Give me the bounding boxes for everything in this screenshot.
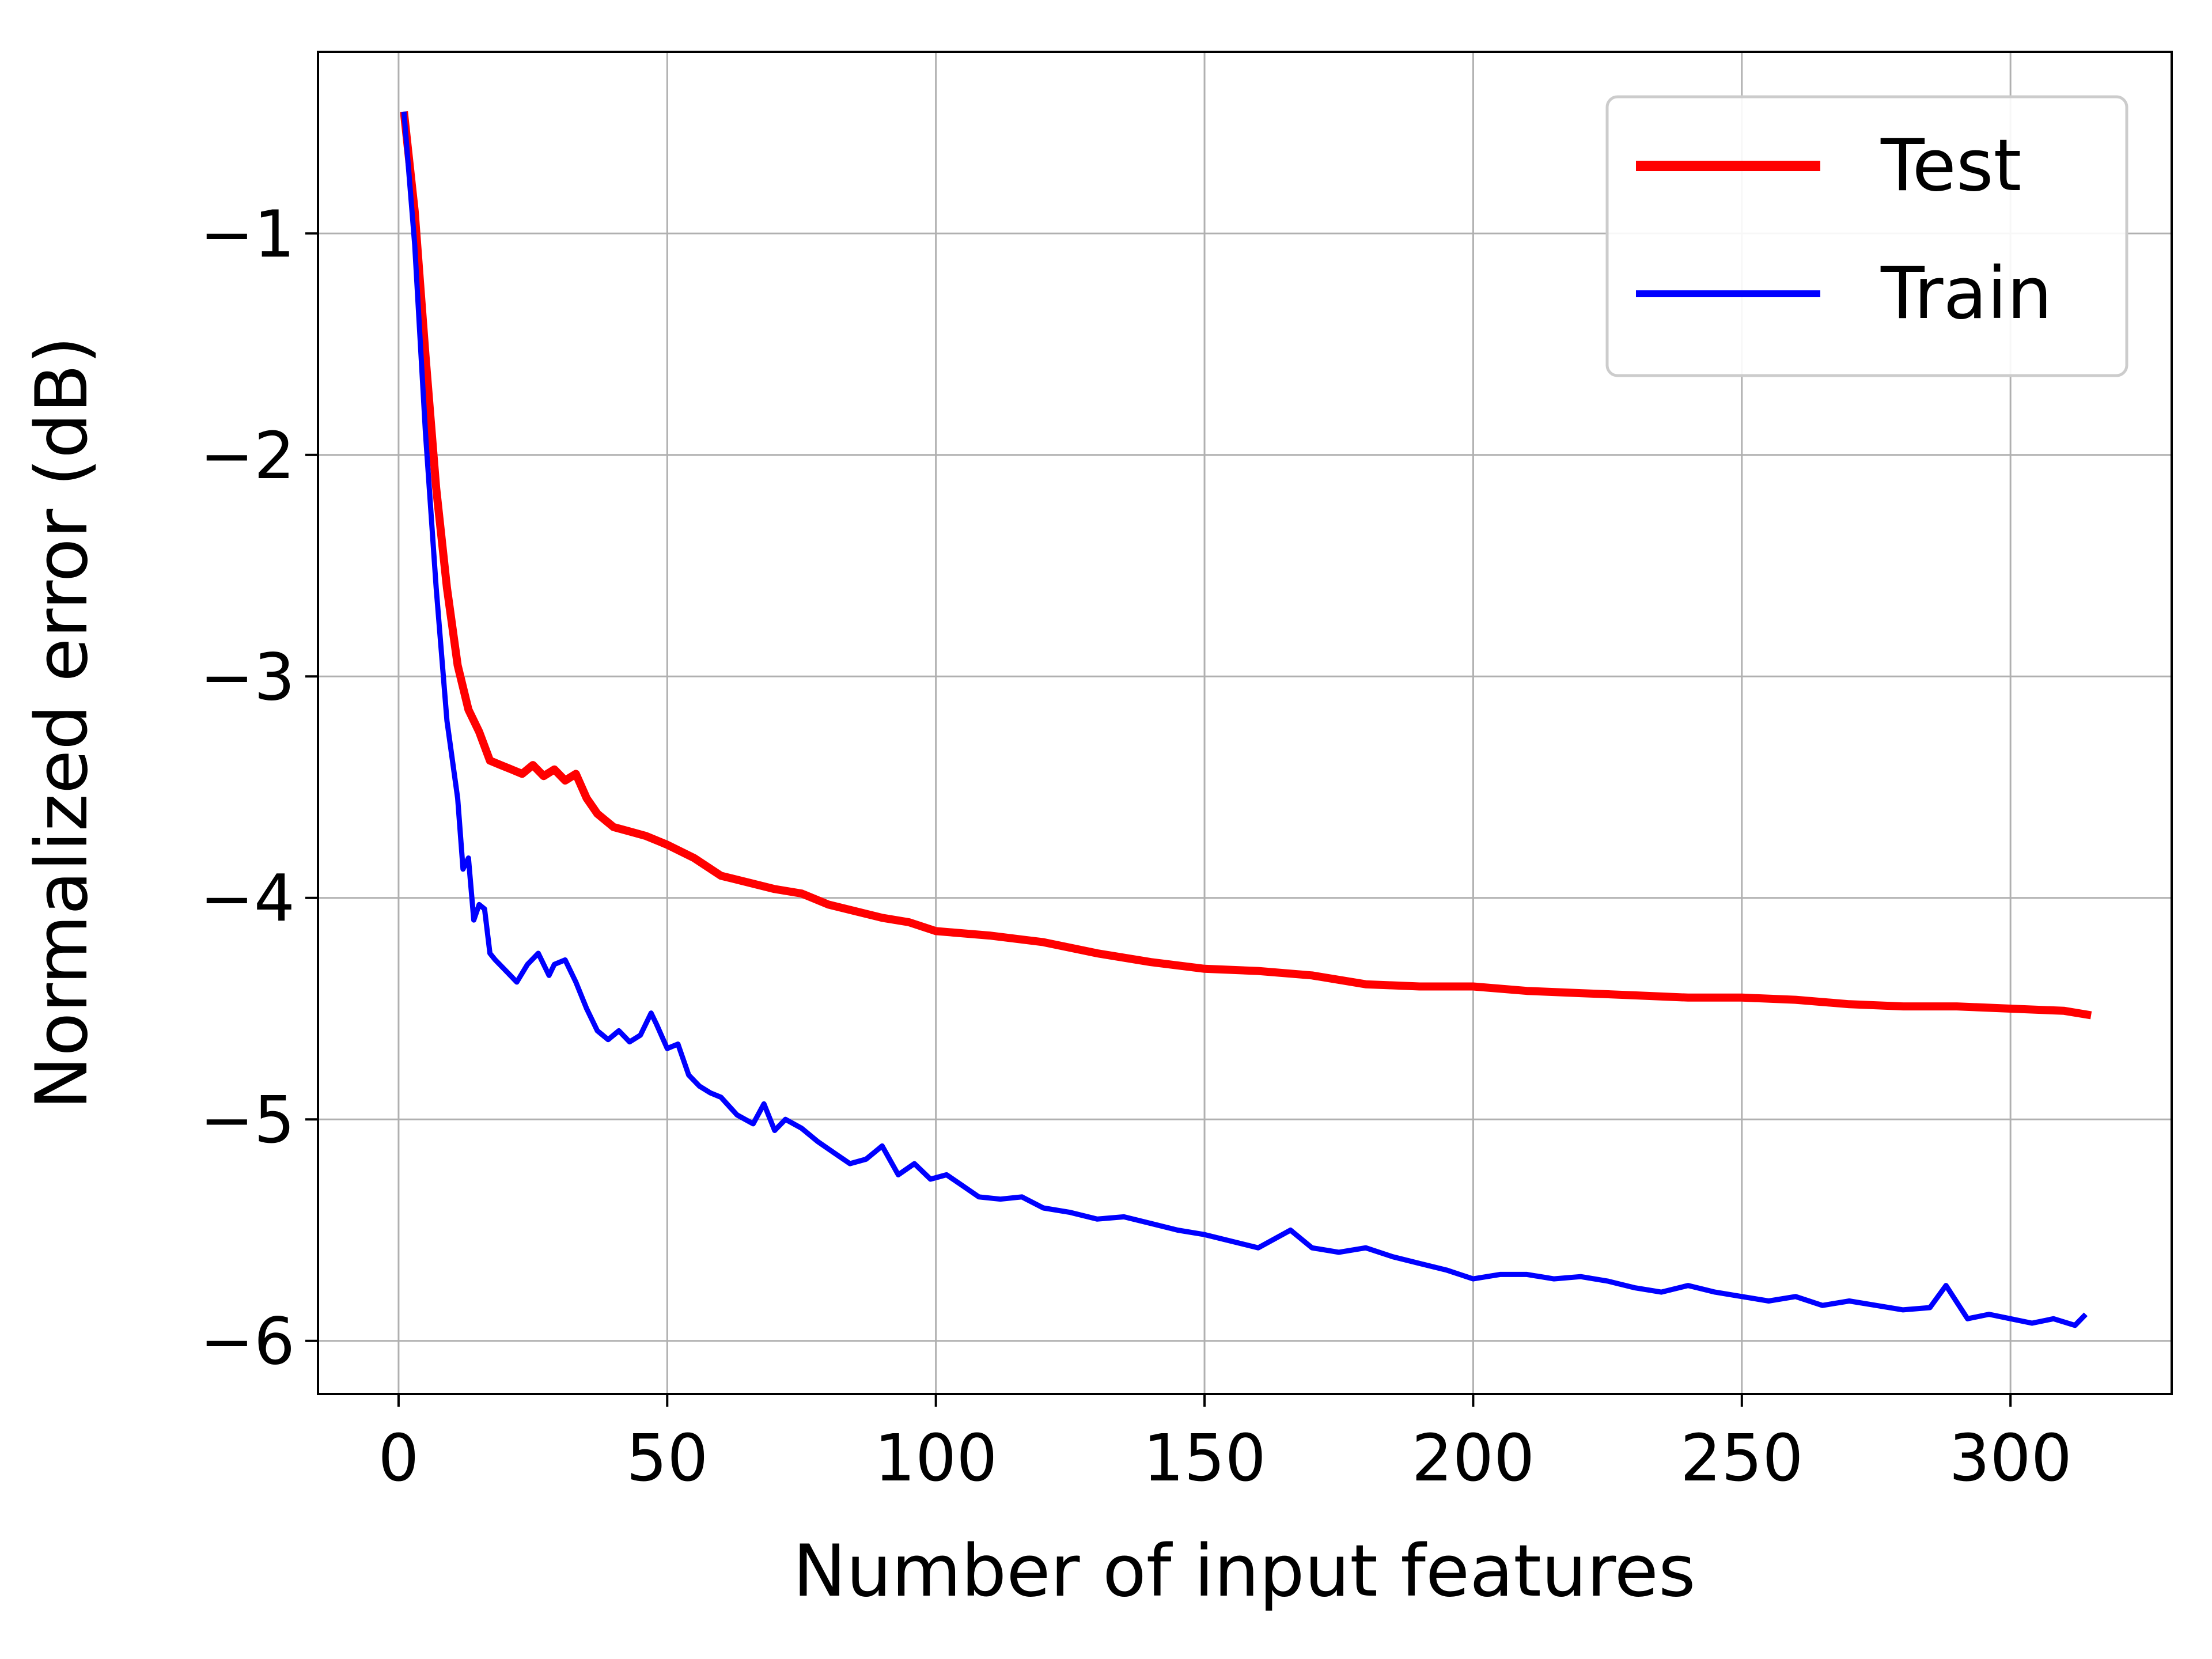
y-tick-label: −1 xyxy=(200,197,295,272)
x-tick-label: 100 xyxy=(874,1421,998,1496)
axis-ticks: 0 50 100 150 200 250 300 −1 −2 −3 −4 −5 −6 xyxy=(200,197,2072,1496)
x-tick-label: 200 xyxy=(1412,1421,1535,1496)
y-tick-label: −2 xyxy=(200,419,295,494)
x-tick-label: 50 xyxy=(626,1421,709,1496)
x-tick-label: 250 xyxy=(1680,1421,1804,1496)
series-lines xyxy=(400,111,2092,1328)
y-tick-label: −3 xyxy=(200,640,295,715)
y-tick-label: −6 xyxy=(200,1305,295,1380)
legend-label-train: Train xyxy=(1880,252,2052,335)
y-tick-label: −4 xyxy=(200,862,295,937)
x-tick-label: 0 xyxy=(378,1421,419,1496)
grid-lines xyxy=(318,52,2172,1394)
legend: Test Train xyxy=(1605,95,2128,377)
x-tick-label: 300 xyxy=(1949,1421,2072,1496)
plot-frame xyxy=(317,51,2173,1395)
x-axis-label: Number of input features xyxy=(793,1530,1695,1613)
y-axis-label: Normalized error (dB) xyxy=(21,336,104,1110)
x-tick-label: 150 xyxy=(1143,1421,1266,1496)
y-tick-label: −5 xyxy=(200,1083,295,1158)
legend-label-test: Test xyxy=(1880,124,2021,207)
series-line-test xyxy=(400,111,2092,1020)
series-line-train xyxy=(401,111,2088,1328)
